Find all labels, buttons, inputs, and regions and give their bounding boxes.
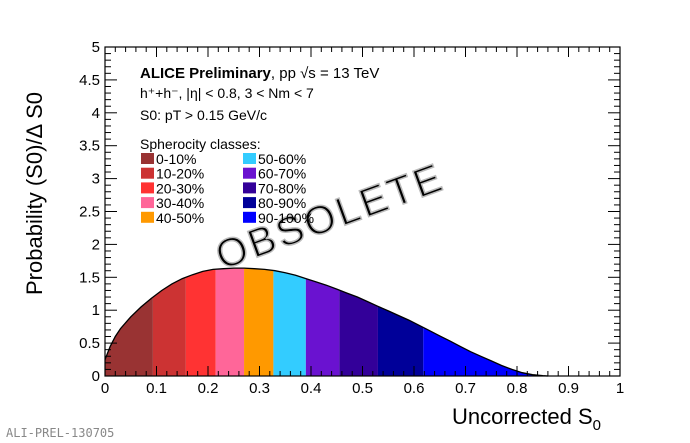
legend-label-9: 90-100%: [258, 210, 314, 226]
y-tick-label: 3: [92, 171, 100, 188]
class-fill-4: [244, 268, 274, 376]
x-tick-label: 0.5: [352, 380, 373, 397]
legend-label-1: 10-20%: [156, 166, 204, 182]
class-fill-5: [273, 268, 306, 376]
class-fill-2: [185, 268, 216, 376]
legend-swatch-8: [243, 197, 256, 209]
y-axis: 0 0.5 1 1.5 2 2.5 3 3.5 4 4.5 5: [79, 39, 620, 385]
legend-swatch-1: [141, 167, 154, 179]
distribution-outline: [104, 267, 548, 377]
annotation-line1: ALICE Preliminary, pp √s = 13 TeV: [140, 65, 379, 82]
y-tick-label: 1.5: [79, 269, 100, 286]
figure-id: ALI-PREL-130705: [6, 426, 115, 440]
legend-title: Spherocity classes:: [140, 136, 261, 152]
y-axis-title: Probability (S0)/Δ S0: [22, 92, 47, 295]
class-fill-9: [423, 268, 548, 376]
legend-label-8: 80-90%: [258, 195, 306, 211]
y-tick-label: 0: [92, 368, 100, 385]
legend-label-3: 30-40%: [156, 195, 204, 211]
legend-swatch-3: [141, 197, 154, 209]
y-tick-label: 4: [92, 105, 100, 122]
legend-label-6: 60-70%: [258, 166, 306, 182]
y-tick-label: 0.5: [79, 335, 100, 352]
x-tick-label: 0.3: [249, 380, 270, 397]
x-tick-label: 0.8: [507, 380, 528, 397]
legend-swatch-4: [141, 211, 154, 223]
legend-swatch-9: [243, 211, 256, 223]
y-tick-label: 3.5: [79, 138, 100, 155]
legend-swatch-6: [243, 167, 256, 179]
x-axis: 0 0.1 0.2 0.3 0.4 0.5 0.6 0.7 0.8 0.9 1: [101, 47, 624, 397]
y-tick-label: 2.5: [79, 204, 100, 221]
y-tick-label: 4.5: [79, 72, 100, 89]
class-fill-3: [215, 268, 245, 376]
x-axis-title: Uncorrected S0: [452, 404, 601, 434]
x-tick-label: 0.2: [198, 380, 219, 397]
x-tick-label: 0.9: [558, 380, 579, 397]
legend-label-5: 50-60%: [258, 151, 306, 167]
legend: 0-10%10-20%20-30%30-40%40-50% 50-60%60-70…: [141, 151, 314, 226]
legend-swatch-0: [141, 153, 154, 164]
x-tick-label: 0: [101, 380, 109, 397]
y-tick-label: 5: [92, 39, 100, 56]
legend-label-7: 70-80%: [258, 180, 306, 196]
x-tick-label: 1: [616, 380, 624, 397]
x-tick-label: 0.7: [455, 380, 476, 397]
y-tick-label: 1: [92, 302, 100, 319]
legend-label-0: 0-10%: [156, 151, 196, 167]
x-tick-label: 0.4: [301, 380, 322, 397]
annotation-line2: h⁺+h⁻, |η| < 0.8, 3 < Nm < 7: [140, 85, 314, 101]
legend-swatch-7: [243, 182, 256, 194]
legend-label-4: 40-50%: [156, 210, 204, 226]
y-tick-label: 2: [92, 236, 100, 253]
annotation-line3: S0: pT > 0.15 GeV/c: [140, 107, 267, 123]
legend-swatch-2: [141, 182, 154, 194]
x-tick-label: 0.6: [404, 380, 425, 397]
legend-label-2: 20-30%: [156, 180, 204, 196]
x-tick-label: 0.1: [146, 380, 167, 397]
legend-swatch-5: [243, 153, 256, 164]
